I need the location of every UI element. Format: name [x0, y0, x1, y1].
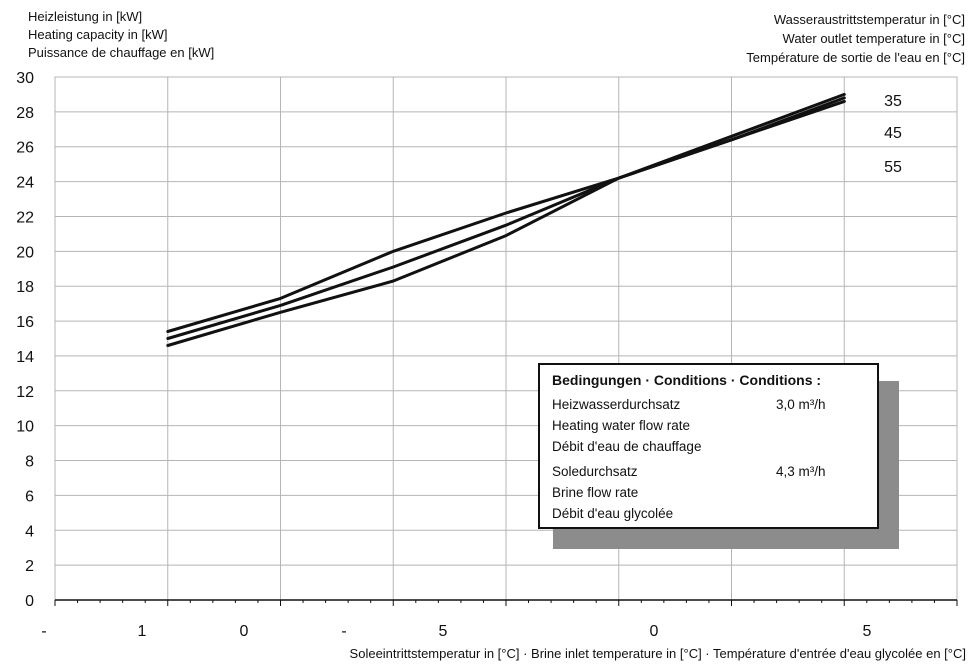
y-tick-label: 16: [16, 314, 34, 331]
y-tick-label: 20: [16, 244, 34, 261]
series-lines: [166, 92, 846, 347]
y-tick-label: 12: [16, 384, 34, 401]
y-tick-label: 28: [16, 105, 34, 122]
legend-title: Wasseraustrittstemperatur in [°C] Water …: [746, 10, 965, 67]
legend-title-en: Water outlet temperature in [°C]: [782, 31, 965, 46]
y-tick-label: 2: [25, 558, 34, 575]
brine-label-en: Brine flow rate: [552, 485, 639, 500]
y-axis-title-en: Heating capacity in [kW]: [28, 27, 168, 42]
brine-label-fr: Débit d'eau glycolée: [552, 506, 674, 521]
series-label-55: 55: [884, 159, 902, 176]
x-tick-label: 5: [863, 623, 872, 640]
x-axis-ticks: - 1 0 - 5 0 5: [41, 623, 871, 640]
series-label-45: 45: [884, 125, 902, 142]
y-tick-label: 4: [25, 523, 34, 540]
x-tick-label: 0: [240, 623, 249, 640]
brine-value: 4,3 m³/h: [776, 464, 826, 479]
y-tick-label: 30: [16, 70, 34, 87]
y-tick-label: 0: [25, 593, 34, 610]
y-axis-title-de: Heizleistung in [kW]: [28, 9, 143, 24]
legend-title-de: Wasseraustrittstemperatur in [°C]: [773, 12, 965, 27]
series-label-35: 35: [884, 93, 902, 110]
series-line-55: [166, 99, 846, 347]
x-tick-label: 5: [439, 623, 448, 640]
y-tick-label: 14: [16, 349, 34, 366]
x-tick-label: -: [341, 623, 346, 640]
legend-title-fr: Température de sortie de l'eau en [°C]: [746, 50, 965, 65]
y-tick-label: 10: [16, 419, 34, 436]
brine-label-de: Soledurchsatz: [552, 464, 638, 479]
y-tick-label: 18: [16, 279, 34, 296]
series-labels: 35 45 55: [884, 93, 902, 176]
flow-label-de: Heizwasserdurchsatz: [552, 397, 681, 412]
y-tick-label: 22: [16, 209, 34, 226]
flow-value: 3,0 m³/h: [776, 397, 826, 412]
series-line-35: [166, 92, 846, 333]
x-tick-label: -: [41, 623, 46, 640]
flow-label-en: Heating water flow rate: [552, 418, 691, 433]
y-axis-title-fr: Puissance de chauffage en [kW]: [28, 45, 215, 60]
conditions-title: Bedingungen · Conditions · Conditions :: [552, 372, 822, 388]
conditions-box: Bedingungen · Conditions · Conditions : …: [538, 363, 879, 529]
flow-label-fr: Débit d'eau de chauffage: [552, 439, 702, 454]
x-tick-label: 0: [650, 623, 659, 640]
y-axis-title: Heizleistung in [kW] Heating capacity in…: [28, 8, 214, 62]
y-tick-label: 24: [16, 175, 34, 192]
y-tick-label: 26: [16, 140, 34, 157]
x-tick-label: 1: [138, 623, 147, 640]
x-axis-title: Soleeintrittstemperatur in [°C] · Brine …: [349, 646, 966, 661]
y-tick-label: 6: [25, 488, 34, 505]
y-tick-label: 8: [25, 454, 34, 471]
